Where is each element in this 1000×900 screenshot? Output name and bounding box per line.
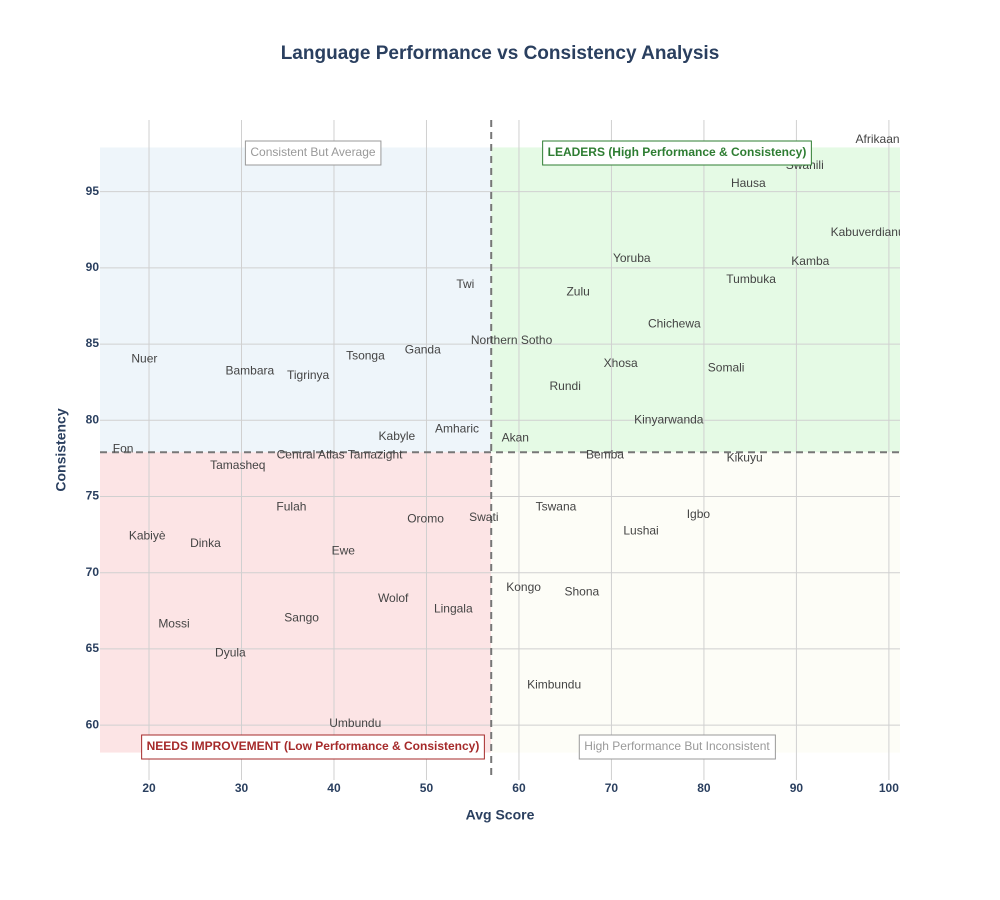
point-label: Lingala [434,601,473,615]
y-tick-label: 90 [86,260,100,274]
annotation-box [141,734,485,760]
quadrant-top-right [491,147,900,453]
point-label: Amharic [435,422,479,436]
point-label: Kinyarwanda [634,412,704,426]
point-label: Shona [564,585,599,599]
x-tick-label: 70 [605,781,619,795]
point-label: Xhosa [604,356,638,370]
annotation-box [244,140,382,166]
point-label: Zulu [566,284,589,298]
x-tick-label: 50 [420,781,434,795]
point-label: Dyula [215,646,246,660]
point-label: Afrikaans [856,132,906,146]
grid: 20 30 40 50 60 70 80 90 100 60 65 70 75 80 85 90 95 [86,120,900,795]
point-label: Kabuverdianu [831,225,905,239]
point-label: Yoruba [613,251,651,265]
point-label: Lushai [623,524,658,538]
quadrant-bottom-left [100,452,492,753]
point-label: Igbo [687,507,711,521]
point-label: Kimbundu [527,678,581,692]
point-label: Kabiyè [129,528,166,542]
point-label: Somali [708,361,745,375]
y-tick-label: 70 [86,565,100,579]
point-label: Kamba [791,254,829,268]
y-tick-label: 85 [86,336,100,350]
point-label: Kikuyu [727,451,763,465]
annotation-box [542,140,812,166]
point-label: Bemba [586,448,624,462]
point-label: Swati [469,510,498,524]
point-label: Bambara [225,364,274,378]
points: AfrikaansSwahiliHausaKabuverdianuKambaTu… [113,132,906,730]
point-label: Twi [456,277,474,291]
point-label: Ganda [405,342,441,356]
x-tick-label: 40 [327,781,341,795]
y-tick-label: 80 [86,412,100,426]
annotation-text: LEADERS (High Performance & Consistency) [548,145,807,159]
point-label: Tswana [536,499,577,513]
x-tick-label: 90 [790,781,804,795]
x-axis-title: Avg Score [466,807,535,823]
point-label: Umbundu [329,716,381,730]
y-tick-label: 65 [86,641,100,655]
point-label: Kongo [506,580,541,594]
annotation-box [578,734,776,760]
point-label: Tigrinya [287,368,330,382]
point-label: Ewe [332,544,356,558]
x-tick-label: 30 [235,781,249,795]
annotation-text: High Performance But Inconsistent [584,739,770,753]
y-axis-title: Consistency [53,408,69,491]
point-label: Sango [284,611,319,625]
point-label: Nuer [131,351,157,365]
point-label: Tumbuka [726,272,776,286]
x-tick-label: 20 [142,781,156,795]
point-label: Tamasheq [210,458,265,472]
point-label: Dinka [190,536,221,550]
point-label: Rundi [550,379,581,393]
point-label: Tsonga [346,348,385,362]
annotation-text: Consistent But Average [250,145,376,159]
quadrant-top-left [100,147,492,453]
x-tick-label: 100 [879,781,899,795]
x-tick-label: 80 [697,781,711,795]
point-label: Akan [502,431,529,445]
point-label: Mossi [158,617,189,631]
point-label: Wolof [378,591,409,605]
point-label: Central Atlas Tamazight [277,448,404,462]
point-label: Fulah [276,499,306,513]
point-label: Chichewa [648,316,701,330]
point-label: Fon [113,441,134,455]
quadrant-bottom-right [491,452,900,753]
y-tick-label: 95 [86,184,100,198]
point-label: Hausa [731,176,766,190]
y-tick-label: 60 [86,717,100,731]
x-tick-label: 60 [512,781,526,795]
point-label: Northern Sotho [471,333,553,347]
point-label: Oromo [407,512,444,526]
chart-title: Language Performance vs Consistency Anal… [281,43,720,64]
annotations: Consistent But Average LEADERS (High Perf… [141,140,812,760]
point-label: Kabyle [379,429,416,443]
quadrants [100,147,900,753]
annotation-text: NEEDS IMPROVEMENT (Low Performance & Con… [147,739,480,753]
y-tick-label: 75 [86,489,100,503]
